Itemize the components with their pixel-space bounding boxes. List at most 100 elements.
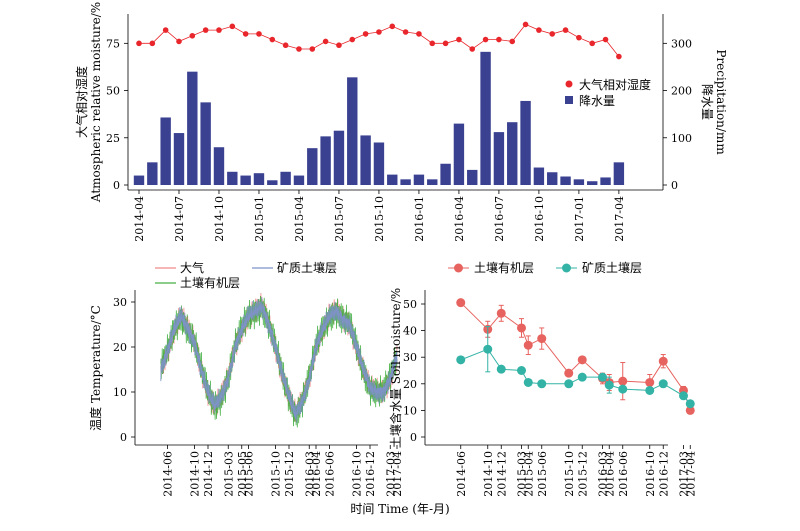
humidity-point-2017-01 (576, 34, 582, 41)
precip-bar-2014-04 (133, 175, 145, 185)
top-right-ylabel-cn: 降水量 (700, 84, 714, 120)
br-x-tick-label: 2015-12 (576, 451, 589, 497)
bl-x-tick-label: 2016-12 (364, 451, 377, 497)
humidity-point-2015-07 (336, 42, 342, 49)
moisture-point-mineral-2017-04 (685, 399, 695, 409)
bl-y-tick-label: 20 (113, 341, 127, 354)
precip-bar-2015-12 (400, 179, 411, 185)
top-x-tick-label: 2014-07 (173, 196, 186, 242)
humidity-point-2014-07 (176, 38, 182, 45)
top-x-tick-label: 2014-04 (133, 196, 146, 242)
precip-bar-2014-12 (240, 175, 251, 185)
humidity-point-2015-10 (376, 29, 382, 35)
precip-bar-2015-06 (320, 136, 331, 185)
top-x-tick-label: 2015-01 (253, 196, 266, 242)
precip-bar-2015-04 (293, 175, 305, 185)
legend-label-air: 大气 (180, 260, 204, 275)
top-right-ylabel-en: Precipitation/mm (714, 49, 728, 155)
br-x-tick-label: 2016-04 (603, 451, 616, 497)
moisture-point-mineral-2016-12 (658, 379, 668, 389)
bl-x-tick-label: 2015-05 (236, 451, 249, 497)
bl-y-tick-label: 30 (113, 296, 127, 309)
moisture-point-mineral-2015-03 (517, 366, 526, 375)
bl-x-tick-label: 2014-06 (162, 451, 175, 497)
bl-x-tick-label: 2016-06 (324, 451, 337, 497)
precip-bar-2016-05 (467, 169, 478, 185)
precip-bar-2016-09 (520, 100, 531, 185)
br-y-tick-label: 50 (403, 298, 417, 311)
moisture-point-organic-2015-04 (523, 340, 533, 350)
precip-bar-2017-04 (613, 162, 625, 185)
moisture-point-mineral-2016-10 (645, 385, 655, 395)
bl-x-tick-label: 2016-04 (310, 451, 323, 497)
br-x-tick-label: 2016-03 (597, 451, 610, 497)
moisture-point-organic-2016-10 (645, 377, 655, 387)
precip-bar-2015-11 (387, 174, 398, 185)
bl-x-tick-label: 2017-04 (391, 451, 404, 497)
moisture-point-mineral-2014-10 (483, 344, 493, 354)
precip-bar-2016-12 (560, 176, 571, 185)
br-x-tick-label: 2015-04 (522, 451, 535, 497)
humidity-point-2016-05 (469, 46, 476, 52)
precip-bar-2015-03 (280, 171, 291, 185)
top-left-tick-label: 75 (106, 37, 120, 50)
precip-bar-2016-10 (533, 167, 545, 185)
precipitation-bars (133, 51, 625, 186)
precip-bar-2014-10 (213, 147, 225, 185)
humidity-point-2016-09 (522, 21, 529, 28)
precip-bar-2015-08 (347, 77, 358, 185)
moisture-point-mineral-2014-12 (496, 364, 506, 374)
top-x-tick-label: 2017-04 (613, 196, 626, 242)
bl-x-tick-label: 2014-10 (189, 451, 202, 497)
br-x-tick-label: 2016-12 (657, 451, 670, 497)
temperature-line-mineral (160, 296, 398, 423)
precip-bar-2015-07 (333, 130, 345, 185)
moisture-point-organic-2017-04 (685, 405, 695, 415)
precip-bar-2016-04 (453, 123, 465, 185)
bl-y-tick-label: 0 (120, 431, 127, 444)
moisture-point-mineral-2016-03 (598, 372, 607, 382)
precip-bar-2017-03 (600, 177, 611, 185)
legend-label-mineral-moisture: 矿质土壤层 (582, 260, 642, 275)
br-x-tick-label: 2014-12 (495, 451, 508, 497)
legend-marker-organic-moisture (454, 263, 463, 273)
bl-x-tick-label: 2015-06 (243, 451, 256, 497)
top-x-tick-label: 2016-10 (533, 196, 546, 242)
humidity-point-2015-01 (256, 31, 262, 37)
precip-bar-2014-07 (173, 133, 185, 185)
top-right-tick-label: 300 (671, 37, 692, 50)
top-left-tick-label: 0 (113, 179, 120, 192)
top-right-tick-label: 0 (671, 179, 678, 192)
top-right-tick-label: 200 (671, 85, 692, 98)
precip-bar-2014-05 (147, 162, 158, 185)
legend-label-precip: 降水量 (579, 94, 615, 108)
br-y-tick-label: 40 (403, 325, 417, 338)
moisture-point-organic-2015-10 (564, 368, 574, 378)
precip-bar-2015-01 (253, 173, 265, 185)
top-x-tick-label: 2015-10 (373, 196, 386, 242)
top-legend: 大气相对湿度 降水量 (565, 77, 651, 108)
legend-label-mineral: 矿质土壤层 (277, 260, 337, 275)
precip-bar-2016-01 (413, 174, 425, 185)
temperature-line-organic (160, 295, 398, 428)
br-y-tick-label: 20 (403, 378, 417, 391)
moisture-point-organic-2015-03 (517, 323, 526, 333)
top-panel: 0 25 50 75 0 100 200 300 2014-04 2014-07 2014-10 20… (74, 2, 728, 242)
precip-bar-2014-09 (200, 102, 211, 185)
precip-bar-2015-10 (373, 142, 385, 185)
figure-xlabel: 时间 Time (年-月) (350, 502, 450, 516)
soil-moisture-series (456, 298, 695, 415)
moisture-line-mineral (460, 348, 691, 405)
br-x-tick-label: 2015-03 (516, 451, 529, 497)
legend-marker-precip (565, 96, 573, 104)
humidity-point-2016-08 (509, 38, 516, 45)
br-x-tick-label: 2016-10 (644, 451, 657, 497)
temperature-lines (160, 292, 398, 428)
precip-bar-2016-03 (440, 163, 451, 185)
bl-x-tick-label: 2014-12 (202, 451, 215, 497)
bl-x-tick-label: 2015-12 (283, 451, 296, 497)
